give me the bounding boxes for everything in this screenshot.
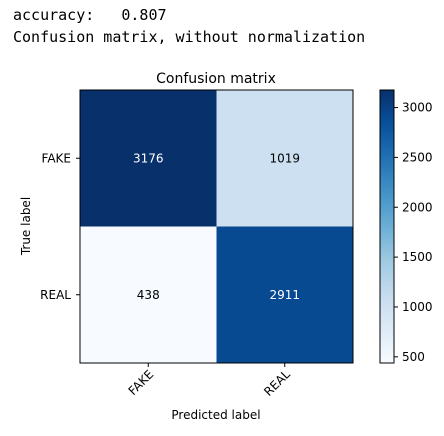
accuracy-label: accuracy: (13, 6, 95, 24)
heatmap-cell (216, 226, 353, 363)
colorbar-tick-label: 2500 (402, 150, 433, 164)
colorbar (379, 89, 395, 364)
heatmap-cell (80, 90, 217, 227)
colorbar-tick-label: 500 (402, 350, 425, 364)
colorbar-ticks: 500 1000 1500 2000 2500 3000 (394, 101, 433, 364)
cell-value-label: 438 (137, 288, 160, 302)
matrix-caption: Confusion matrix, without normalization (13, 28, 366, 46)
cell-value-label: 1019 (269, 151, 300, 165)
colorbar-tick-label: 2000 (402, 200, 433, 214)
x-axis-label: Predicted label (171, 408, 260, 422)
heatmap-cell (80, 226, 217, 363)
y-tick-label: REAL (40, 288, 71, 302)
cell-value-label: 3176 (133, 151, 164, 165)
accuracy-value: 0.807 (121, 6, 167, 24)
cell-value-label: 2911 (269, 288, 300, 302)
y-axis-ticks: FAKE REAL (40, 151, 80, 302)
plot-frame (79, 89, 354, 364)
heatmap-cell (216, 90, 353, 227)
chart-title: Confusion matrix (156, 71, 276, 87)
colorbar-tick-label: 3000 (402, 101, 433, 115)
x-tick-label: FAKE (126, 367, 157, 398)
heatmap-cells: 3176 1019 438 2911 (80, 90, 353, 363)
accuracy-line: accuracy: 0.807 (13, 6, 167, 24)
x-tick-label: REAL (261, 367, 293, 399)
colorbar-tick-label: 1000 (402, 300, 433, 314)
x-axis-ticks: FAKE REAL (126, 363, 293, 399)
y-axis-label: True label (19, 197, 33, 256)
colorbar-tick-label: 1500 (402, 250, 433, 264)
y-tick-label: FAKE (42, 151, 71, 165)
